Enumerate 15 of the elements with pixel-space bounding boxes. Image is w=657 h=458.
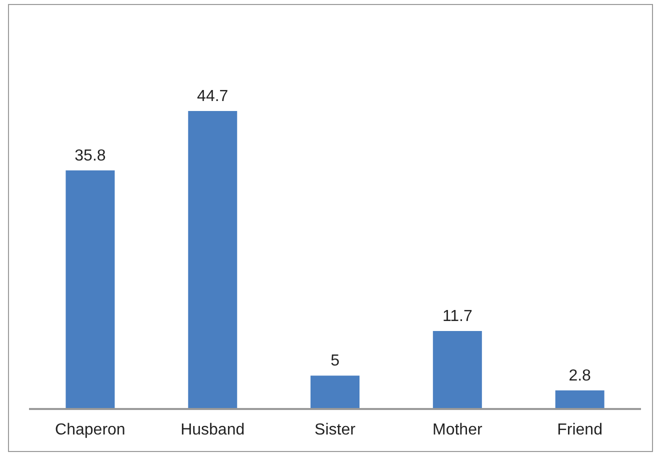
data-label: 11.7 <box>442 308 472 325</box>
bar <box>432 331 482 409</box>
data-label: 44.7 <box>197 88 228 105</box>
x-tick-label: Sister <box>314 421 356 438</box>
bar <box>188 111 238 409</box>
bar <box>66 170 115 409</box>
x-tick-label: Husband <box>180 421 245 438</box>
bar <box>310 376 360 409</box>
x-tick-label: Chaperon <box>55 421 126 438</box>
data-label: 2.8 <box>568 367 592 384</box>
bar <box>555 390 604 409</box>
data-label: 5 <box>330 352 340 370</box>
x-tick-label: Friend <box>557 421 602 438</box>
x-tick-label: Mother <box>432 421 483 438</box>
data-label: 35.8 <box>74 147 106 164</box>
